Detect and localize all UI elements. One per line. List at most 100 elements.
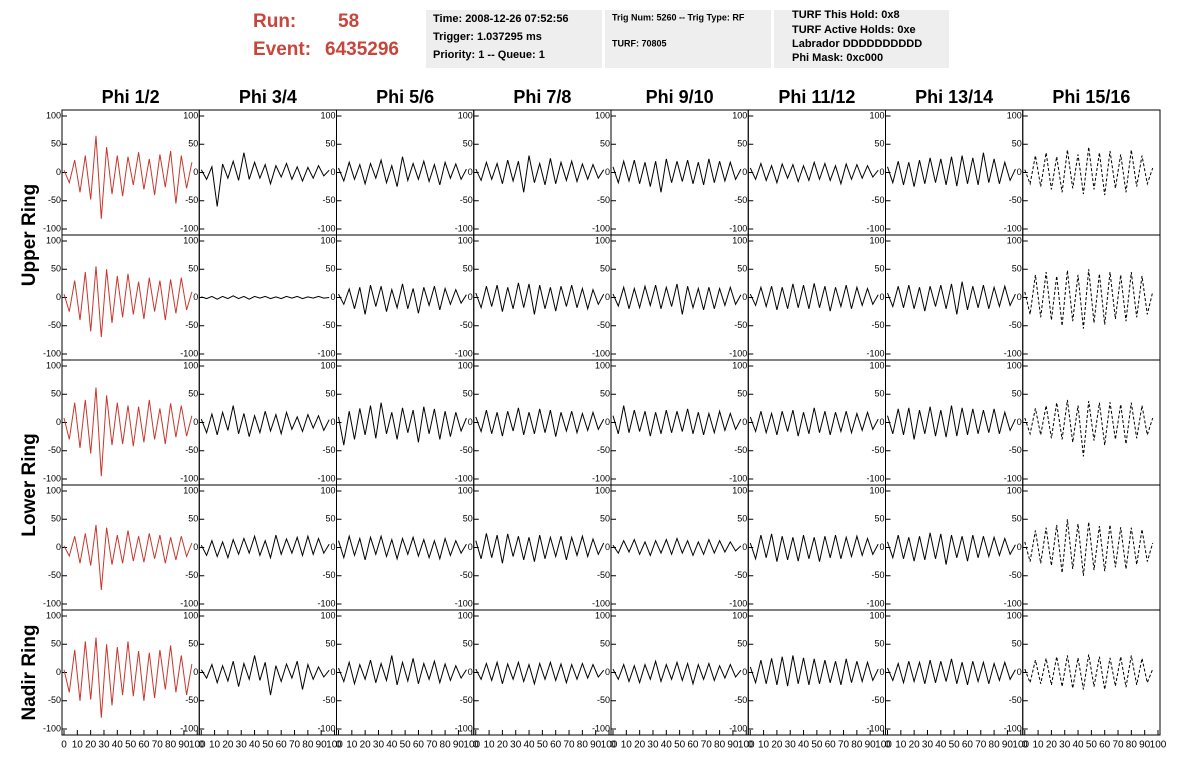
x-tick-label: 50 — [1086, 740, 1098, 751]
waveform — [200, 405, 330, 437]
x-tick-label: 30 — [98, 740, 110, 751]
x-tick-label: 50 — [949, 740, 961, 751]
x-tick-label: 30 — [785, 740, 797, 751]
y-tick-label: 50 — [1012, 139, 1022, 149]
y-tick-label: -100 — [729, 598, 747, 608]
waveform — [749, 283, 879, 312]
x-tick-label: 20 — [222, 740, 234, 751]
y-tick-label: -50 — [871, 570, 884, 580]
x-tick-label: 60 — [550, 740, 562, 751]
x-tick-label: 90 — [1002, 740, 1014, 751]
x-tick-label: 20 — [497, 740, 509, 751]
info-line: TURF: 70805 — [612, 38, 667, 48]
y-tick-label: 0 — [879, 667, 884, 677]
y-tick-label: -50 — [734, 570, 747, 580]
y-tick-label: -100 — [180, 223, 198, 233]
waveform — [612, 536, 742, 557]
y-tick-label: 0 — [742, 167, 747, 177]
waveform — [612, 158, 742, 193]
y-tick-label: -50 — [185, 445, 198, 455]
y-tick-label: 0 — [193, 542, 198, 552]
x-tick-label: 10 — [209, 740, 221, 751]
info-box — [605, 10, 771, 68]
y-tick-label: 100 — [595, 360, 610, 370]
y-tick-label: 50 — [325, 389, 335, 399]
waveform — [1024, 147, 1154, 196]
y-tick-label: -100 — [592, 348, 610, 358]
y-tick-label: 50 — [51, 514, 61, 524]
y-tick-label: 0 — [468, 542, 473, 552]
info-line: Labrador DDDDDDDDDD — [792, 38, 922, 50]
x-tick-label: 10 — [895, 740, 907, 751]
x-tick-label: 0 — [473, 740, 479, 751]
y-tick-label: 50 — [463, 514, 473, 524]
x-tick-label: 50 — [262, 740, 274, 751]
y-tick-label: -50 — [597, 445, 610, 455]
y-tick-label: -100 — [866, 223, 884, 233]
column-title: Phi 11/12 — [778, 87, 855, 107]
column-title: Phi 15/16 — [1052, 87, 1130, 107]
x-tick-label: 70 — [838, 740, 850, 751]
y-tick-label: 0 — [330, 417, 335, 427]
y-tick-label: 50 — [737, 264, 747, 274]
y-tick-label: -50 — [322, 695, 335, 705]
y-tick-label: -100 — [455, 473, 473, 483]
y-tick-label: 50 — [463, 639, 473, 649]
y-tick-label: -100 — [1004, 473, 1022, 483]
x-tick-label: 100 — [1150, 740, 1167, 751]
x-tick-label: 40 — [112, 740, 124, 751]
x-tick-label: 30 — [1059, 740, 1071, 751]
y-tick-label: 100 — [869, 610, 884, 620]
y-tick-label: -50 — [322, 320, 335, 330]
y-tick-label: 50 — [188, 264, 198, 274]
y-tick-label: -100 — [455, 223, 473, 233]
y-tick-label: 0 — [56, 417, 61, 427]
y-tick-label: 100 — [869, 485, 884, 495]
waveform — [338, 534, 467, 561]
y-tick-label: 50 — [325, 514, 335, 524]
y-tick-label: -100 — [1004, 223, 1022, 233]
y-tick-label: -100 — [592, 223, 610, 233]
y-tick-label: -50 — [597, 695, 610, 705]
x-tick-label: 60 — [413, 740, 425, 751]
y-tick-label: 100 — [46, 610, 61, 620]
y-tick-label: 0 — [879, 167, 884, 177]
y-tick-label: -50 — [460, 320, 473, 330]
y-tick-label: -100 — [1004, 723, 1022, 733]
y-tick-label: 100 — [46, 360, 61, 370]
y-tick-label: 50 — [737, 514, 747, 524]
y-tick-label: 50 — [874, 264, 884, 274]
y-tick-label: 0 — [1017, 292, 1022, 302]
x-tick-label: 10 — [72, 740, 84, 751]
y-tick-label: -50 — [734, 695, 747, 705]
x-tick-label: 10 — [758, 740, 770, 751]
y-tick-label: 50 — [463, 264, 473, 274]
x-tick-label: 20 — [85, 740, 97, 751]
y-tick-label: -50 — [1009, 445, 1022, 455]
y-tick-label: -50 — [734, 445, 747, 455]
y-tick-label: 100 — [46, 235, 61, 245]
y-tick-label: -50 — [48, 570, 61, 580]
y-tick-label: -50 — [597, 570, 610, 580]
y-tick-label: -100 — [317, 473, 335, 483]
waveform — [63, 266, 193, 338]
y-tick-label: 50 — [51, 389, 61, 399]
y-tick-label: -100 — [729, 223, 747, 233]
y-tick-label: 100 — [732, 485, 747, 495]
y-tick-label: -100 — [729, 473, 747, 483]
waveform — [749, 655, 879, 687]
y-tick-label: 50 — [737, 139, 747, 149]
waveform — [1024, 399, 1154, 457]
y-tick-label: 100 — [183, 610, 198, 620]
waveform — [63, 135, 193, 219]
y-tick-label: 50 — [600, 389, 610, 399]
y-tick-label: -50 — [185, 570, 198, 580]
y-tick-label: 50 — [325, 139, 335, 149]
y-tick-label: 100 — [1007, 610, 1022, 620]
y-tick-label: -100 — [729, 723, 747, 733]
waveform — [201, 295, 330, 300]
x-tick-label: 100 — [738, 740, 755, 751]
y-tick-label: 0 — [742, 667, 747, 677]
x-tick-label: 10 — [484, 740, 496, 751]
y-tick-label: -50 — [1009, 570, 1022, 580]
